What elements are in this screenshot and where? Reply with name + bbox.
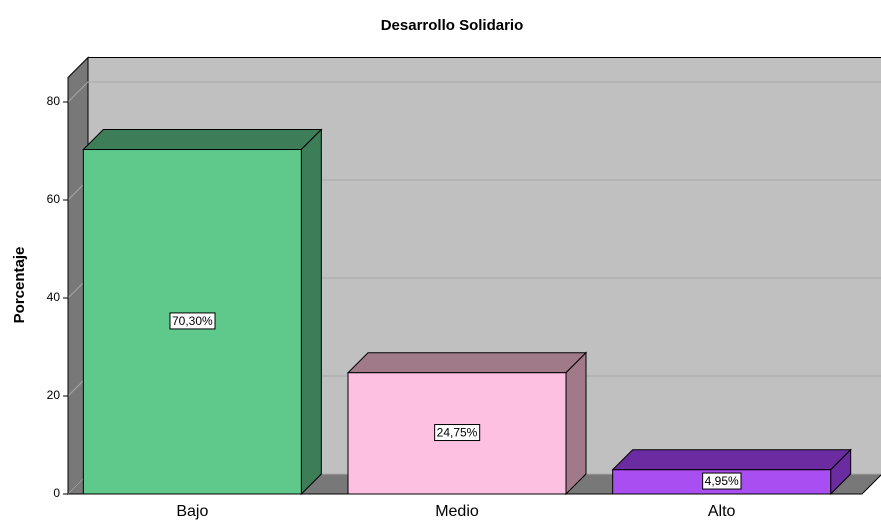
y-tick-label: 80 [47, 94, 61, 108]
y-tick-label: 40 [47, 290, 61, 304]
y-tick-label: 0 [53, 486, 60, 500]
value-label-box [169, 312, 216, 330]
bar-top [82, 129, 323, 151]
y-axis-label: Porcentaje [11, 247, 28, 324]
value-label: 4,95% [705, 474, 739, 488]
bar-side [565, 351, 587, 496]
y-tick-label: 60 [47, 192, 61, 206]
chart-title: Desarrollo Solidario [381, 17, 524, 34]
bar-side [300, 128, 322, 496]
bar-top [611, 449, 852, 471]
value-label-box [434, 424, 481, 442]
value-label: 24,75% [437, 426, 478, 440]
x-tick-label: Alto [708, 503, 736, 520]
x-tick-label: Bajo [176, 503, 208, 520]
grid-line [67, 81, 881, 103]
value-label-box [702, 472, 742, 490]
value-label: 70,30% [172, 314, 213, 328]
x-tick-label: Medio [435, 503, 479, 520]
bar-top [346, 352, 588, 374]
y-tick-label: 20 [47, 388, 61, 402]
